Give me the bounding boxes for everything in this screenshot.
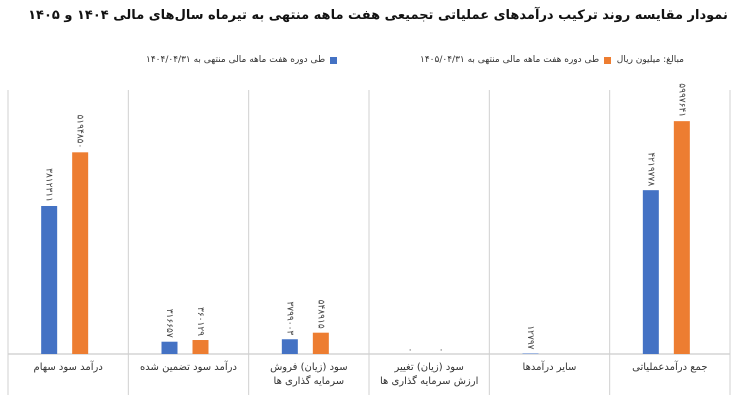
data-label: ۰ — [439, 346, 444, 356]
legend-swatch-orange — [604, 56, 612, 64]
data-label: ۳۷۹۹۰۰۳ — [284, 301, 294, 335]
data-label: ۳۱۶۶۵۷ — [164, 309, 174, 338]
data-label: ۴۲۱۹۷۷۸ — [645, 152, 655, 186]
bar — [673, 121, 690, 354]
data-label: ۰ — [408, 346, 413, 356]
chart-title: نمودار مقایسه روند ترکیب درآمدهای عملیات… — [28, 8, 728, 23]
bar — [281, 339, 298, 354]
legend-series-1: طی دوره هفت ماهه مالی منتهی به ۱۴۰۴/۰۴/۳… — [146, 55, 338, 65]
data-label: ۵۱۹۴۸۵۰ — [75, 114, 85, 148]
category-label: درآمد سود تضمین شده — [140, 360, 237, 373]
category-label: سایر درآمدها — [523, 360, 577, 373]
unit-label: مبالغ: میلیون ریال — [616, 55, 684, 65]
legend-label-series-2: طی دوره هفت ماهه مالی منتهی به ۱۴۰۵/۰۴/۳… — [420, 55, 600, 65]
category-label: درآمد سود سهام — [34, 360, 103, 373]
bar — [312, 332, 329, 354]
bar — [192, 340, 209, 354]
data-label: ۳۶۰۱۲۹ — [195, 307, 205, 336]
data-label: ۵۴۸۹۱۵ — [315, 300, 325, 329]
legend-swatch-blue — [330, 56, 338, 64]
data-label: ۳۸۱۲۳۱۱ — [44, 168, 54, 202]
legend-series-2: طی دوره هفت ماهه مالی منتهی به ۱۴۰۵/۰۴/۳… — [420, 55, 612, 65]
category-label: جمع درآمدعملیاتی — [632, 360, 707, 373]
bar — [72, 152, 89, 354]
bar — [642, 190, 659, 354]
data-label: ۱۲۷۹۷ — [525, 325, 535, 349]
legend-label-series-1: طی دوره هفت ماهه مالی منتهی به ۱۴۰۴/۰۴/۳… — [146, 55, 326, 65]
data-label: ۵۹۹۷۶۴۱ — [676, 83, 686, 117]
category-label: سود (زیان) فروش — [270, 362, 348, 373]
bar — [41, 205, 58, 354]
category-label: سود (زیان) تغییر — [394, 362, 464, 373]
category-label: ارزش سرمایه گذاری ها — [380, 375, 478, 387]
category-label: سرمایه گذاری ها — [274, 375, 345, 387]
bar — [161, 341, 178, 354]
